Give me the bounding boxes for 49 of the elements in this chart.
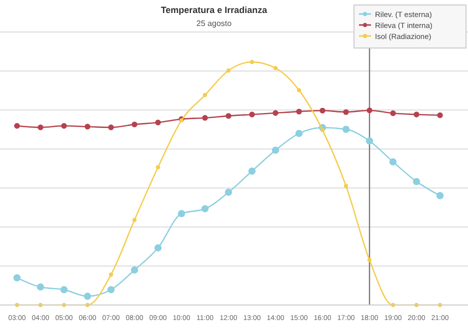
point: [226, 113, 232, 119]
point: [248, 168, 256, 175]
point: [202, 92, 208, 98]
point: [107, 286, 115, 294]
point: [38, 124, 44, 130]
point: [84, 292, 92, 300]
point: [60, 286, 68, 294]
point: [390, 110, 396, 116]
point: [344, 184, 348, 188]
point: [250, 60, 254, 64]
point: [84, 124, 90, 130]
point: [366, 137, 374, 145]
point: [295, 130, 303, 138]
point: [108, 272, 114, 277]
point: [132, 218, 137, 222]
point: [132, 122, 138, 128]
chart-subtitle: 25 agosto: [196, 19, 232, 28]
chart-title: Temperatura e Irradianza: [160, 5, 268, 15]
point: [249, 112, 255, 118]
point: [13, 274, 21, 282]
point: [202, 115, 208, 121]
point: [36, 283, 44, 291]
point: [414, 112, 420, 118]
point: [296, 108, 302, 114]
point: [155, 120, 161, 126]
point: [273, 66, 278, 70]
point: [389, 158, 397, 166]
point: [108, 124, 114, 130]
point: [436, 192, 444, 200]
point: [226, 68, 231, 73]
point: [272, 146, 280, 154]
point: [178, 210, 186, 218]
point: [412, 178, 420, 186]
point: [201, 205, 209, 212]
point: [296, 88, 302, 92]
point: [272, 110, 278, 116]
point: [320, 108, 326, 114]
point: [224, 188, 232, 196]
point: [367, 258, 372, 262]
point: [366, 108, 372, 114]
point: [343, 109, 349, 115]
point: [156, 165, 160, 170]
point: [14, 123, 20, 129]
point: [154, 244, 162, 252]
point: [61, 123, 67, 129]
point: [342, 126, 350, 133]
point: [130, 266, 138, 274]
point: [437, 112, 443, 118]
point: [320, 128, 325, 132]
